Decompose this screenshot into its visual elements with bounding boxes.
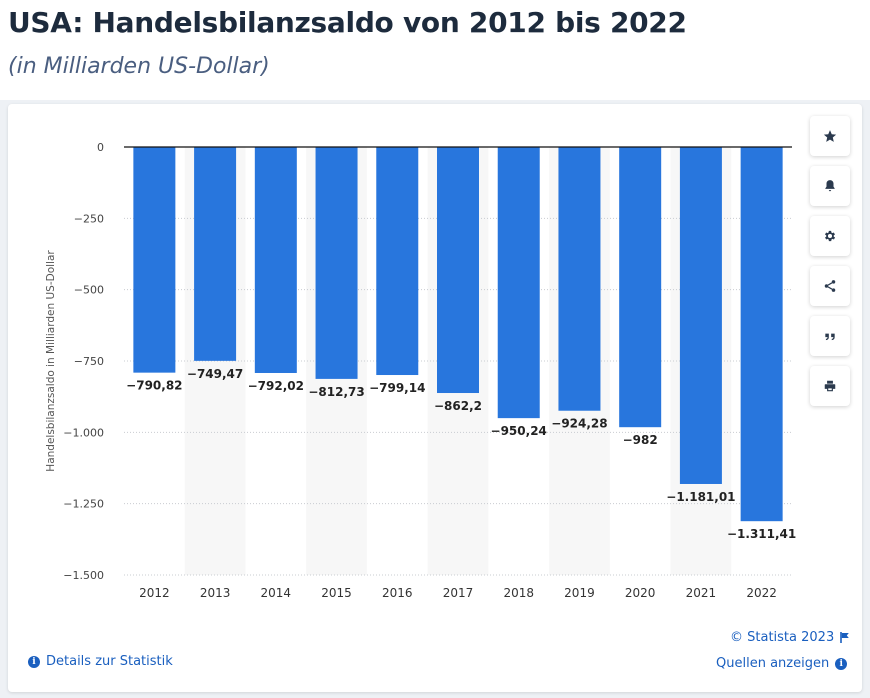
data-label: −749,47 <box>187 367 243 381</box>
y-tick-label: −1.250 <box>63 498 104 511</box>
page-title: USA: Handelsbilanzsaldo von 2012 bis 202… <box>8 6 687 39</box>
sources-link-label: Quellen anzeigen <box>716 656 830 671</box>
chart-card: 0 −250 −500 −750 −1.000 −1.250 −1.500 Handelsbi… <box>8 104 862 692</box>
copyright-text: © Statista 2023 <box>730 630 835 645</box>
cite-button[interactable] <box>810 316 850 356</box>
bar <box>133 147 176 373</box>
details-link[interactable]: i Details zur Statistik <box>28 654 173 669</box>
bell-icon <box>825 180 835 192</box>
quote-icon <box>825 333 835 341</box>
print-icon <box>824 380 836 392</box>
x-tick-label: 2015 <box>321 586 352 600</box>
y-tick-label: 0 <box>97 141 104 154</box>
data-label: −799,14 <box>369 381 425 395</box>
data-label: −812,73 <box>308 385 364 399</box>
data-label: −950,24 <box>491 424 547 438</box>
x-tick-label: 2022 <box>746 586 777 600</box>
favorite-button[interactable] <box>810 116 850 156</box>
bar-chart: 0 −250 −500 −750 −1.000 −1.250 −1.500 Handelsbi… <box>45 141 796 600</box>
x-tick-label: 2021 <box>686 586 717 600</box>
page-subtitle: (in Milliarden US-Dollar) <box>8 54 270 79</box>
bar <box>376 147 419 376</box>
y-tick-label: −500 <box>74 284 104 297</box>
sources-link[interactable]: Quellen anzeigen i <box>716 656 848 671</box>
data-label: −1.181,01 <box>666 490 735 504</box>
y-tick-label: −1.000 <box>63 426 104 439</box>
bar <box>437 147 479 394</box>
x-tick-label: 2017 <box>443 586 474 600</box>
y-tick-label: −1.500 <box>63 569 104 582</box>
details-link-label: Details zur Statistik <box>46 654 173 669</box>
bar <box>740 147 783 522</box>
bar <box>254 147 297 373</box>
x-tick-label: 2013 <box>200 586 231 600</box>
data-label: −1.311,41 <box>727 527 796 541</box>
star-icon <box>823 130 837 142</box>
notification-button[interactable] <box>810 166 850 206</box>
settings-button[interactable] <box>810 216 850 256</box>
bar <box>619 147 662 428</box>
share-icon <box>824 280 836 292</box>
copyright-link[interactable]: © Statista 2023 <box>730 630 850 645</box>
bar <box>194 147 237 361</box>
x-tick-label: 2012 <box>139 586 170 600</box>
x-tick-label: 2020 <box>625 586 656 600</box>
x-tick-label: 2018 <box>503 586 534 600</box>
x-tick-label: 2016 <box>382 586 413 600</box>
bar <box>558 147 601 411</box>
flag-icon <box>840 632 850 643</box>
bar <box>679 147 722 484</box>
data-label: −792,02 <box>248 379 304 393</box>
page-header: USA: Handelsbilanzsaldo von 2012 bis 202… <box>0 0 870 100</box>
x-tick-label: 2019 <box>564 586 595 600</box>
info-icon: i <box>835 657 848 670</box>
gear-icon <box>824 230 836 242</box>
bar <box>497 147 540 419</box>
y-tick-label: −750 <box>74 355 104 368</box>
info-icon: i <box>28 655 40 668</box>
y-axis-label: Handelsbilanzsaldo in Milliarden US-Doll… <box>45 250 57 472</box>
data-label: −790,82 <box>126 379 182 393</box>
x-tick-label: 2014 <box>261 586 292 600</box>
y-tick-label: −250 <box>74 212 104 225</box>
print-button[interactable] <box>810 366 850 406</box>
share-button[interactable] <box>810 266 850 306</box>
data-label: −924,28 <box>551 417 607 431</box>
bar <box>315 147 358 379</box>
data-label: −982 <box>623 433 658 447</box>
data-label: −862,2 <box>434 399 482 413</box>
